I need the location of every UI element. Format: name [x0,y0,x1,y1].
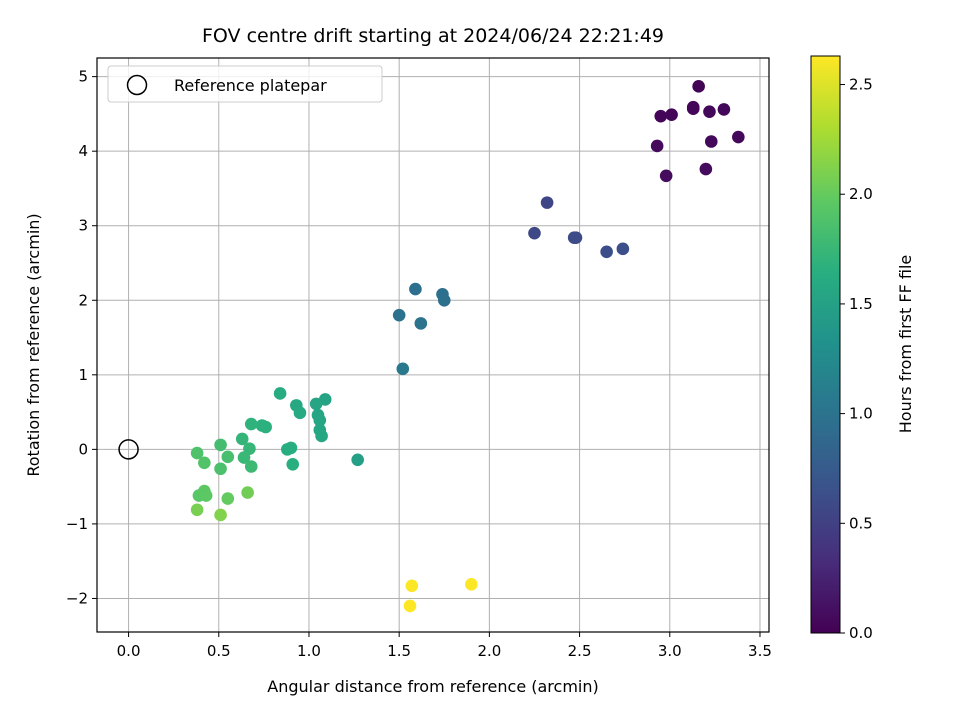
colorbar-gradient [810,55,841,634]
data-point [732,130,745,144]
x-tick-label: 3.5 [748,642,772,660]
data-point [650,139,664,153]
x-tick-label: 1.0 [297,642,321,660]
x-axis-ticks: 0.0 0.5 1.0 1.5 2.0 2.5 3.0 3.5 [117,632,772,660]
data-point [198,456,211,470]
data-point [235,432,249,446]
y-tick-label: 2 [78,291,88,309]
data-point [414,317,428,330]
y-tick-label: 0 [78,440,88,458]
data-point [465,577,478,591]
data-point [699,162,713,176]
data-point [284,441,298,455]
data-point [273,387,287,400]
data-point [392,308,406,322]
data-point [686,102,700,115]
x-axis-label: Angular distance from reference (arcmin) [267,677,598,696]
colorbar-tick-label: 1.0 [849,405,873,423]
legend: Reference platepar [107,65,383,103]
colorbar-tick-label: 1.5 [849,295,873,313]
x-tick-label: 1.5 [387,642,411,660]
legend-entry-reference: Reference platepar [174,76,327,95]
data-point [309,397,323,411]
x-tick-label: 3.0 [658,642,682,660]
y-tick-label: 3 [78,217,88,235]
data-point [221,492,235,505]
colorbar-tick-label: 2.5 [849,76,873,94]
data-point [214,508,227,522]
y-axis-label: Rotation from reference (arcmin) [24,213,43,476]
data-point [600,245,613,259]
data-point [241,486,254,499]
legend-marker-icon [126,74,148,96]
data-point [409,282,422,296]
y-tick-label: 5 [78,68,88,86]
data-point [692,80,705,93]
data-point [313,413,327,427]
data-point [704,135,718,148]
data-point [237,451,251,464]
legend-box [107,65,383,103]
colorbar-tick-label: 0.0 [849,624,873,642]
data-point [403,599,417,613]
data-point [244,460,258,473]
data-point [199,489,213,502]
data-point [540,196,554,209]
data-points [190,80,745,613]
x-tick-label: 2.0 [477,642,501,660]
chart-title: FOV centre drift starting at 2024/06/24 … [202,25,664,47]
y-tick-label: 1 [78,366,88,384]
data-point [221,450,235,464]
y-tick-label: 4 [78,142,88,160]
y-tick-label: −2 [66,589,88,607]
y-axis-ticks: −2 −1 0 1 2 3 4 5 [66,68,97,607]
grid [97,58,769,632]
x-tick-label: 2.5 [568,642,592,660]
colorbar-tick-label: 0.5 [849,514,873,532]
x-tick-label: 0.5 [207,642,231,660]
data-point [259,420,272,434]
data-point [703,105,716,118]
data-point [244,417,258,431]
data-point [293,406,307,420]
reference-platepar-marker [118,439,139,460]
data-point [665,108,678,121]
data-point [654,109,668,123]
data-point [190,446,204,460]
colorbar-label: Hours from first FF file [896,255,915,434]
data-point [528,226,541,240]
data-point [351,453,364,467]
data-point [717,103,731,116]
data-point [569,231,583,244]
plot-frame [96,57,770,633]
data-point [315,429,328,443]
data-point [214,438,227,452]
y-tick-label: −1 [66,515,88,533]
colorbar-ticks: 0.0 0.5 1.0 1.5 2.0 2.5 [840,76,873,642]
data-point [190,503,204,517]
data-point [437,293,451,307]
data-point [214,462,227,476]
x-tick-label: 0.0 [117,642,141,660]
data-point [286,457,300,471]
data-point [396,362,410,376]
data-point [616,242,630,256]
data-point [659,169,673,183]
data-point [405,579,419,593]
colorbar-tick-label: 2.0 [849,185,873,203]
colorbar: 0.0 0.5 1.0 1.5 2.0 2.5 Hours from first FF f… [810,55,915,642]
